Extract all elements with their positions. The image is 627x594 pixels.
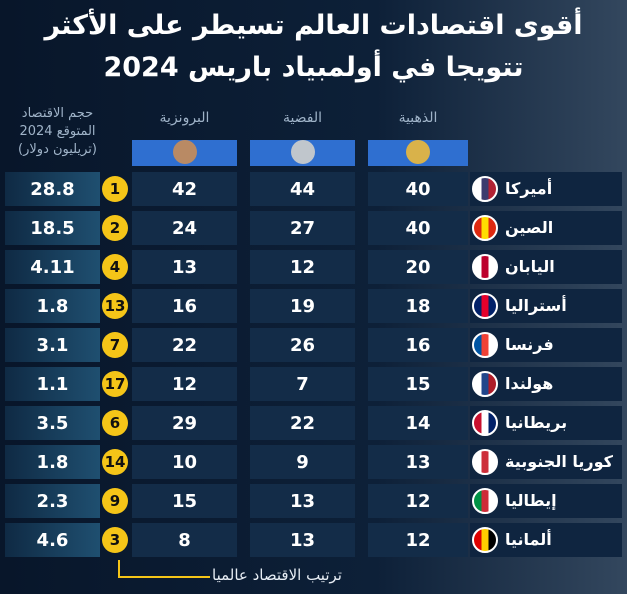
medal-count: 12	[368, 484, 468, 518]
medal-count: 22	[250, 406, 355, 440]
economy-rank: 4	[102, 254, 128, 280]
title-line: تتويجا في أولمبياد باريس 2024	[103, 52, 524, 83]
country-name: هولندا	[505, 374, 554, 393]
medal-count: 18	[368, 289, 468, 323]
footnote-connector	[118, 560, 210, 578]
medal-count: 26	[250, 328, 355, 362]
column-header: الفضية	[282, 110, 323, 126]
medal-count: 20	[368, 250, 468, 284]
medal-count: 15	[132, 484, 237, 518]
gdp-value: 28.8	[5, 172, 100, 206]
gdp-value: 4.6	[5, 523, 100, 557]
country-name: أستراليا	[505, 296, 567, 315]
economy-rank: 9	[102, 488, 128, 514]
flag	[472, 449, 498, 475]
country-name: اليابان	[505, 257, 555, 276]
medal-count: 44	[250, 172, 355, 206]
flag	[472, 176, 498, 202]
medal-icon	[368, 140, 468, 166]
medal-count: 16	[132, 289, 237, 323]
flag	[472, 527, 498, 553]
medal-count: 13	[250, 484, 355, 518]
gdp-value: 2.3	[5, 484, 100, 518]
medal-count: 24	[132, 211, 237, 245]
country-name: كوريا الجنوبية	[505, 452, 613, 471]
medal-count: 9	[250, 445, 355, 479]
economy-rank: 7	[102, 332, 128, 358]
economy-rank: 6	[102, 410, 128, 436]
medal-icon	[132, 140, 237, 166]
column-header: الذهبية	[398, 110, 438, 126]
gdp-value: 18.5	[5, 211, 100, 245]
country-name: إيطاليا	[505, 491, 557, 510]
medal-count: 13	[250, 523, 355, 557]
economy-rank: 14	[102, 449, 128, 475]
country-name: ألمانيا	[505, 530, 552, 549]
country-name: بريطانيا	[505, 413, 568, 432]
medal-count: 13	[132, 250, 237, 284]
medal-count: 10	[132, 445, 237, 479]
gdp-value: 1.8	[5, 289, 100, 323]
title-line: أقوى اقتصادات العالم تسيطر على الأكثر	[44, 10, 583, 41]
country-name: فرنسا	[505, 335, 554, 354]
gdp-value: 3.5	[5, 406, 100, 440]
economy-rank: 2	[102, 215, 128, 241]
flag	[472, 410, 498, 436]
medal-count: 27	[250, 211, 355, 245]
column-header: المتوقع 2024	[19, 124, 96, 139]
medal-count: 12	[250, 250, 355, 284]
economy-rank: 13	[102, 293, 128, 319]
medal-count: 29	[132, 406, 237, 440]
medal-count: 42	[132, 172, 237, 206]
column-header: البرونزية	[159, 110, 210, 126]
gdp-value: 1.1	[5, 367, 100, 401]
medal-count: 22	[132, 328, 237, 362]
country-name: الصين	[505, 218, 554, 237]
medal-count: 12	[132, 367, 237, 401]
medal-count: 40	[368, 172, 468, 206]
flag	[472, 293, 498, 319]
medal-icon	[250, 140, 355, 166]
medal-count: 8	[132, 523, 237, 557]
economy-rank: 3	[102, 527, 128, 553]
flag	[472, 488, 498, 514]
flag	[472, 332, 498, 358]
medal-count: 40	[368, 211, 468, 245]
country-name: أميركا	[505, 179, 553, 198]
medal-count: 16	[368, 328, 468, 362]
medal-count: 15	[368, 367, 468, 401]
medal-count: 7	[250, 367, 355, 401]
medal-count: 19	[250, 289, 355, 323]
gdp-value: 4.11	[5, 250, 100, 284]
gdp-value: 3.1	[5, 328, 100, 362]
medal-count: 14	[368, 406, 468, 440]
column-header: حجم الاقتصاد	[21, 106, 94, 121]
medal-count: 13	[368, 445, 468, 479]
flag	[472, 254, 498, 280]
column-header: (تريليون دولار)	[18, 142, 97, 157]
medal-count: 12	[368, 523, 468, 557]
economy-rank: 17	[102, 371, 128, 397]
economy-rank: 1	[102, 176, 128, 202]
flag	[472, 371, 498, 397]
gdp-value: 1.8	[5, 445, 100, 479]
footnote: ترتيب الاقتصاد عالميا	[212, 566, 342, 584]
flag	[472, 215, 498, 241]
